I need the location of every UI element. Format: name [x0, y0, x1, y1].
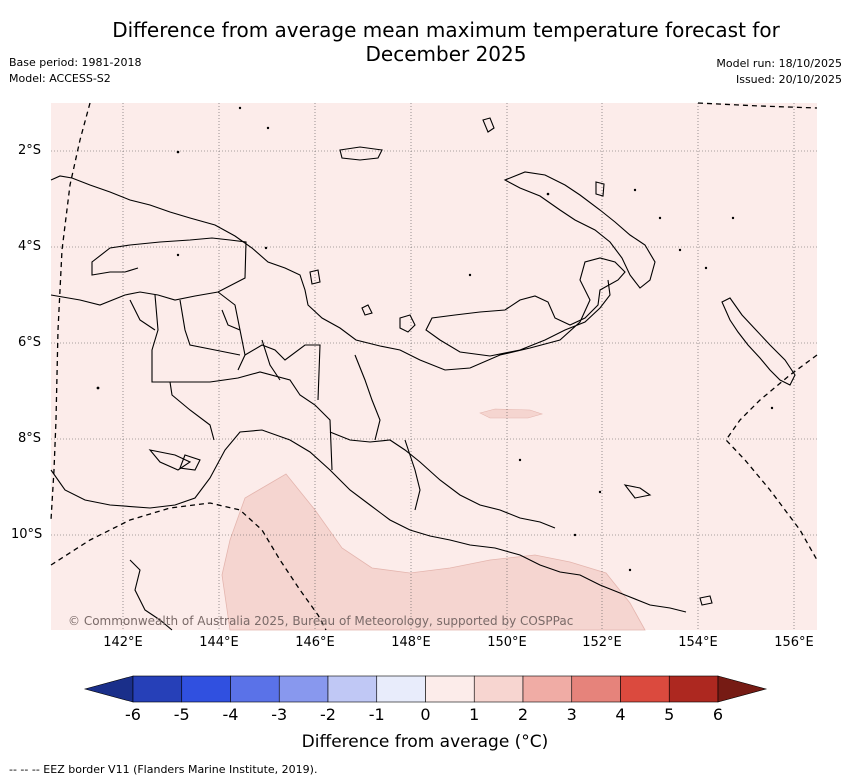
colorbar-tick: 2	[517, 705, 529, 724]
colorbar-tick: 1	[469, 705, 480, 724]
colorbar-extend-low	[83, 675, 134, 703]
colorbar-extend-high	[717, 675, 768, 703]
map-title: Difference from average mean maximum tem…	[112, 18, 780, 66]
lat-label-10s: 10°S	[11, 527, 43, 542]
anomaly-region-1-2	[221, 473, 646, 631]
base-period: Base period: 1981-2018	[9, 56, 142, 69]
eez-borders	[50, 102, 818, 631]
colorbar-tick: -4	[222, 705, 239, 724]
lon-label-152e: 152°E	[582, 635, 622, 650]
lat-label-8s: 8°S	[18, 431, 42, 446]
issued-date: Issued: 20/10/2025	[735, 73, 842, 86]
colorbar-tick: -5	[173, 705, 190, 724]
lon-label-148e: 148°E	[391, 635, 431, 650]
colorbar-tick: -6	[125, 705, 141, 724]
small-islands	[96, 106, 774, 572]
lon-label-150e: 150°E	[487, 635, 527, 650]
colorbar-segment	[425, 675, 475, 703]
colorbar-tick: 6	[712, 705, 724, 724]
colorbar-segment	[327, 675, 378, 703]
colorbar-tick: 3	[566, 705, 577, 724]
colorbar-segment	[181, 675, 231, 703]
eez-footer: -- -- -- EEZ border V11 (Flanders Marine…	[9, 763, 318, 776]
colorbar-tick: -2	[320, 705, 336, 724]
colorbar-tick: -3	[271, 705, 288, 724]
lon-label-146e: 146°E	[295, 635, 335, 650]
gridlines	[51, 103, 817, 630]
anomaly-patch-small	[479, 408, 544, 419]
colorbar-segment	[132, 675, 183, 703]
map-background	[51, 103, 817, 630]
colorbar-tick: 0	[420, 705, 431, 724]
lat-label-4s: 4°S	[18, 239, 42, 254]
colorbar-label: Difference from average (°C)	[301, 732, 549, 752]
model-run: Model run: 18/10/2025	[716, 57, 842, 70]
lon-label-142e: 142°E	[103, 635, 143, 650]
lon-label-144e: 144°E	[199, 635, 239, 650]
colorbar-tick: -1	[368, 705, 385, 724]
copyright-notice: © Commonwealth of Australia 2025, Bureau…	[68, 614, 574, 628]
meta-left: Base period: 1981-2018 Model: ACCESS-S2	[9, 55, 141, 87]
lon-label-156e: 156°E	[774, 635, 814, 650]
colorbar-tick: 5	[664, 705, 675, 724]
colorbar-segment	[473, 675, 524, 703]
colorbar	[83, 675, 768, 703]
colorbar-segment	[376, 675, 426, 703]
model-name: Model: ACCESS-S2	[9, 72, 111, 85]
lat-label-6s: 6°S	[18, 335, 42, 350]
colorbar-segment	[571, 675, 621, 703]
colorbar-segment	[522, 675, 573, 703]
colorbar-segment	[278, 675, 329, 703]
colorbar-segment	[668, 675, 719, 703]
coastlines	[50, 117, 796, 631]
colorbar-tick: 4	[615, 705, 626, 724]
meta-right: Model run: 18/10/2025 Issued: 20/10/2025	[716, 56, 842, 88]
colorbar-segment	[620, 675, 670, 703]
lat-label-2s: 2°S	[18, 143, 42, 158]
lon-label-154e: 154°E	[678, 635, 718, 650]
colorbar-segment	[230, 675, 280, 703]
